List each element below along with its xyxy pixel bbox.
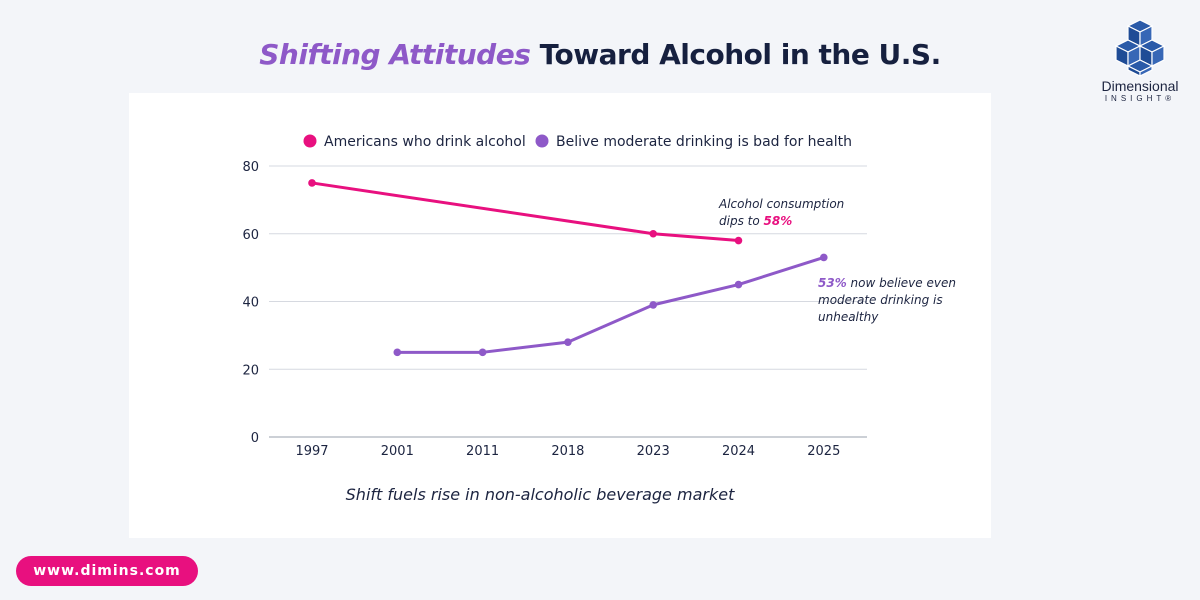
data-point — [308, 179, 316, 187]
legend-marker — [303, 134, 317, 148]
page-title: Shifting Attitudes Toward Alcohol in the… — [0, 38, 1200, 71]
annotation-belief-line: moderate drinking is — [818, 293, 943, 307]
website-link[interactable]: www.dimins.com — [16, 556, 198, 586]
data-point — [820, 253, 828, 262]
title-accent: Shifting Attitudes — [259, 38, 531, 71]
annotation-belief-line: unhealthy — [818, 310, 879, 324]
y-tick-label: 60 — [242, 228, 259, 243]
data-point — [649, 301, 657, 309]
data-point — [734, 280, 743, 289]
y-tick-label: 40 — [242, 296, 259, 311]
company-logo[interactable]: Dimensional INSIGHT® — [1088, 18, 1192, 108]
line-chart: 0 20 40 60 80 1997 2001 2011 2018 2023 2024 2025 Ame… — [242, 134, 956, 504]
x-tick-label: 2023 — [637, 444, 670, 459]
chart-card: 0 20 40 60 80 1997 2001 2011 2018 2023 2024 2025 Ame… — [129, 93, 991, 538]
x-tick-label: 2025 — [807, 444, 840, 459]
data-point — [564, 338, 572, 346]
data-point — [649, 229, 657, 238]
legend-label: Belive moderate drinking is bad for heal… — [556, 134, 852, 150]
series-line-1 — [311, 181, 739, 243]
cube-logo-icon — [1114, 19, 1166, 77]
y-tick-label: 80 — [242, 160, 259, 175]
x-tick-label: 2011 — [466, 444, 499, 459]
x-tick-label: 1997 — [295, 444, 328, 459]
x-tick-label: 2018 — [551, 444, 584, 459]
chart-caption: Shift fuels rise in non-alcoholic bevera… — [346, 485, 735, 504]
logo-sub: INSIGHT® — [1104, 94, 1176, 103]
series-line-2 — [397, 256, 825, 354]
data-point — [393, 348, 402, 357]
title-rest: Toward Alcohol in the U.S. — [539, 38, 942, 71]
data-point — [478, 348, 487, 357]
legend-marker — [535, 134, 549, 148]
annotation-consumption-line: Alcohol consumption — [718, 197, 844, 211]
y-tick-label: 20 — [242, 363, 259, 378]
data-point — [734, 236, 743, 245]
y-tick-label: 0 — [251, 431, 259, 446]
x-tick-label: 2001 — [381, 444, 414, 459]
x-tick-label: 2024 — [722, 444, 755, 459]
logo-name: Dimensional — [1101, 78, 1179, 94]
annotation-consumption-line: dips to 58% — [719, 214, 792, 228]
legend-label: Americans who drink alcohol — [324, 134, 526, 150]
annotation-belief-line: 53% now believe even — [818, 276, 956, 290]
